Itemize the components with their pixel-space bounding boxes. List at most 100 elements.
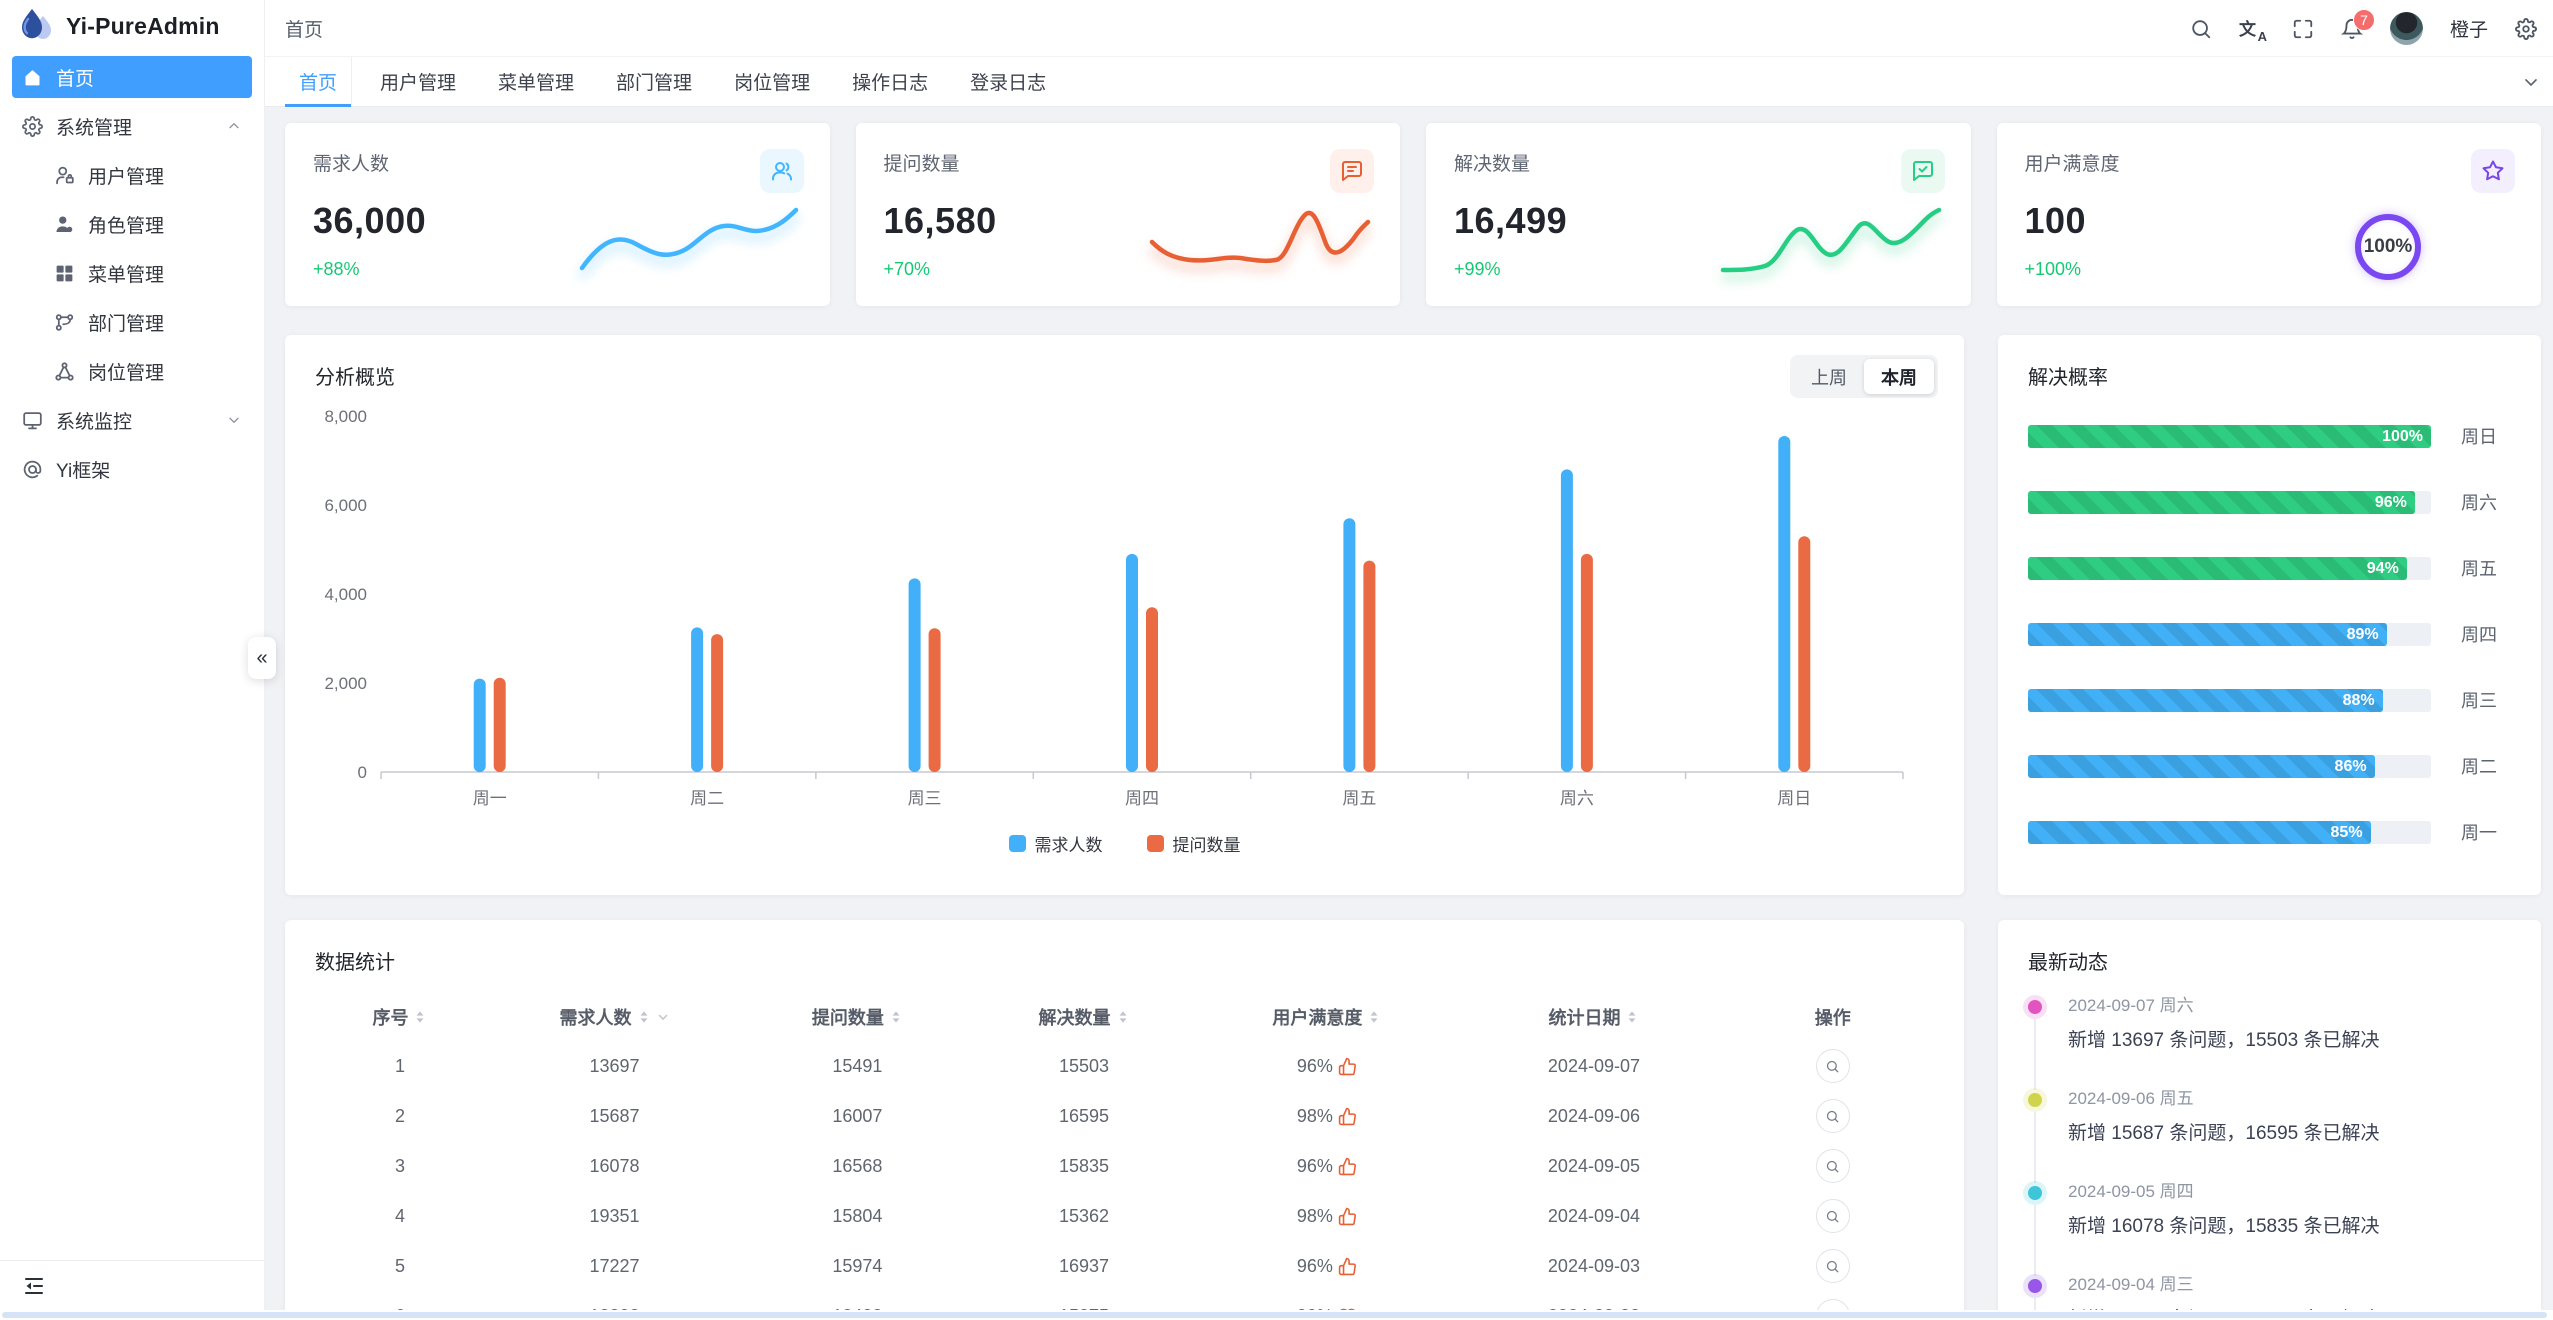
cell-date: 2024-09-04	[1547, 1205, 1640, 1226]
table-header-date[interactable]: 统计日期	[1456, 1004, 1731, 1030]
sidebar-item-system-monitor[interactable]: 系统监控	[12, 399, 252, 441]
data-statistics-title: 数据统计	[315, 952, 395, 974]
bar-需求人数-周四	[1126, 553, 1138, 772]
stat-card-value: 36,000	[313, 200, 427, 241]
timeline-dot	[2028, 1186, 2042, 1200]
toggle-上周[interactable]: 上周	[1811, 367, 1847, 388]
cell-date: 2024-09-03	[1547, 1255, 1640, 1276]
fullscreen-icon[interactable]	[2292, 18, 2314, 40]
sidebar-item-post-management[interactable]: 岗位管理	[12, 350, 252, 392]
tab-登录日志[interactable]: 登录日志	[970, 73, 1047, 94]
analysis-panel: 分析概览 上周 本周 0 2,000 4,000 6,000 8,000 周一 周二 周三 周四 周…	[285, 335, 1964, 895]
tab-用户管理[interactable]: 用户管理	[380, 73, 457, 94]
view-detail-button[interactable]	[1815, 1249, 1850, 1283]
svg-text:周日: 周日	[1777, 789, 1811, 808]
sidebar-item-system-management[interactable]: 系统管理	[12, 105, 252, 147]
timeline-item: 2024-09-07 周六 新增 13697 条问题，15503 条已解决	[2028, 991, 2511, 1090]
sidebar-footer	[0, 1260, 264, 1310]
svg-text:周一: 周一	[473, 789, 507, 808]
sidebar-item-label: 系统监控	[56, 411, 133, 433]
sidebar-item-label: 部门管理	[88, 313, 165, 335]
sidebar-item-home[interactable]: 首页	[12, 56, 252, 98]
cell-question: 15804	[832, 1205, 883, 1226]
avatar[interactable]	[2389, 12, 2423, 45]
notifications-bell-icon[interactable]: 7	[2340, 8, 2375, 40]
search-icon[interactable]	[2190, 18, 2212, 40]
magnifier-icon	[1827, 1160, 1839, 1172]
legend-item-提问数量[interactable]: 提问数量	[1146, 831, 1241, 856]
tab-部门管理[interactable]: 部门管理	[616, 73, 693, 94]
view-detail-button[interactable]	[1815, 1199, 1850, 1233]
progress-fill: 89%	[2028, 622, 2387, 646]
sidebar-item-dept-management[interactable]: 部门管理	[12, 301, 252, 343]
logo-row[interactable]: Yi-PureAdmin	[0, 0, 264, 52]
username[interactable]: 橙子	[2449, 20, 2488, 41]
cell-seq: 6	[315, 1306, 485, 1311]
horizontal-scrollbar-thumb[interactable]	[2, 1312, 2547, 1318]
cell-solved: 16937	[1058, 1255, 1110, 1276]
sidebar-collapse-handle[interactable]: «	[248, 637, 276, 679]
tab-首页[interactable]: 首页	[285, 57, 353, 107]
chevron-down-icon	[229, 417, 239, 423]
thumbs-up-icon	[1338, 1207, 1356, 1225]
svg-text:周二: 周二	[690, 789, 724, 808]
progress-day-label: 周一	[2461, 823, 2497, 843]
cell-action	[1732, 1199, 1934, 1233]
sparkline	[1149, 210, 1371, 264]
progress-percent-label: 86%	[2334, 757, 2367, 775]
legend-item-需求人数[interactable]: 需求人数	[1008, 831, 1103, 856]
stat-card-delta: +70%	[883, 259, 931, 279]
progress-day-label: 周日	[2461, 427, 2497, 447]
tab-菜单管理[interactable]: 菜单管理	[498, 73, 575, 94]
sidebar-item-yi-framework[interactable]: Yi框架	[12, 448, 252, 490]
table-header-solved[interactable]: 解决数量	[971, 1004, 1198, 1030]
table-row: 2 15687 16007 16595 98% 2024-09-06	[315, 1091, 1934, 1141]
bar-提问数量-周四	[1146, 607, 1158, 772]
bar-需求人数-周三	[908, 578, 921, 772]
bar-chart: 0 2,000 4,000 6,000 8,000 周一 周二 周三 周四 周五 周六 周日	[315, 398, 1934, 827]
tab-操作日志[interactable]: 操作日志	[852, 73, 929, 94]
fold-sidebar-icon[interactable]	[22, 1274, 46, 1298]
app-logo-drop-icon	[18, 7, 54, 45]
sidebar-item-user-management[interactable]: 用户管理	[12, 154, 252, 196]
magnifier-icon	[1827, 1060, 1839, 1072]
cell-question: 15491	[832, 1055, 883, 1076]
view-detail-button[interactable]	[1815, 1299, 1850, 1310]
view-detail-button[interactable]	[1815, 1149, 1850, 1183]
table-header-question[interactable]: 提问数量	[744, 1004, 971, 1030]
progress-fill: 94%	[2028, 556, 2407, 580]
toggle-本周[interactable]: 本周	[1864, 359, 1934, 394]
column-label: 统计日期	[1548, 1008, 1621, 1028]
chat-icon	[1342, 161, 1362, 181]
timeline-dot	[2028, 1279, 2042, 1293]
cell-solved: 16595	[1058, 1105, 1110, 1126]
table-header-row: 序号 需求人数 提问数量 解决数量 用户满意度 统计日期 操作	[315, 993, 1934, 1041]
cell-satisfaction: 96%	[1197, 1256, 1456, 1277]
progress-fill: 100%	[2028, 424, 2431, 448]
sidebar-item-menu-management[interactable]: 菜单管理	[12, 252, 252, 294]
progress-fill: 86%	[2028, 754, 2375, 778]
table-header-seq[interactable]: 序号	[315, 1004, 485, 1030]
cell-seq: 4	[394, 1205, 405, 1226]
table-header-demand[interactable]: 需求人数	[485, 1004, 744, 1030]
cell-solved: 15503	[1058, 1055, 1110, 1076]
users-icon	[771, 162, 792, 181]
sidebar-item-role-management[interactable]: 角色管理	[12, 203, 252, 245]
stat-card-delta: +88%	[313, 259, 360, 279]
view-detail-button[interactable]	[1815, 1049, 1850, 1083]
tab-岗位管理[interactable]: 岗位管理	[734, 73, 811, 94]
cell-satisfaction: 99%	[1197, 1306, 1456, 1310]
progress-percent-label: 96%	[2374, 493, 2407, 511]
settings-gear-icon[interactable]	[2515, 17, 2537, 40]
stat-card-value: 100	[2024, 200, 2087, 241]
progress-day-label: 周二	[2461, 757, 2497, 777]
page-content: 需求人数 36,000 +88% 提问数量 16,580 +70% 解决数量 16,499 +9…	[265, 107, 2553, 1310]
table-header-satisfaction[interactable]: 用户满意度	[1197, 1004, 1456, 1030]
tabs-chevron-down-icon[interactable]	[2521, 57, 2541, 107]
cell-question: 13408	[744, 1306, 971, 1311]
column-label: 用户满意度	[1272, 1008, 1363, 1028]
view-detail-button[interactable]	[1815, 1099, 1850, 1133]
breadcrumb[interactable]: 首页	[285, 19, 324, 41]
